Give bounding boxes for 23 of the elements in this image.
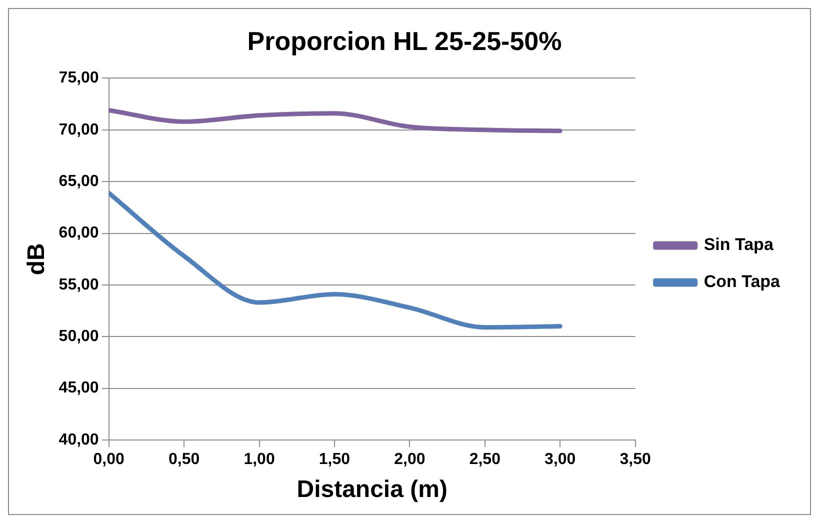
legend-label: Con Tapa — [704, 272, 781, 292]
line-series — [108, 190, 562, 330]
chart-title: Proporcion HL 25-25-50% — [247, 26, 562, 56]
x-tick-label: 3,00 — [544, 451, 576, 468]
y-tick-label: 55,00 — [58, 276, 99, 294]
y-tick-label: 45,00 — [58, 380, 99, 397]
x-axis-title: Distancia (m) — [296, 476, 448, 504]
x-tick-label: 0,00 — [93, 451, 125, 468]
y-tick-label: 75,00 — [58, 70, 99, 87]
x-tick-label: 3,50 — [620, 451, 651, 468]
x-tick-label: 1,50 — [318, 451, 350, 468]
y-axis-title: dB — [23, 243, 50, 276]
line-series — [108, 108, 562, 134]
y-tick-label: 65,00 — [58, 172, 99, 190]
legend-label: Sin Tapa — [704, 235, 774, 254]
x-tick-label: 1,00 — [244, 451, 275, 468]
x-tick-label: 2,50 — [469, 451, 501, 468]
x-tick-label: 0,50 — [168, 451, 200, 468]
y-tick-label: 50,00 — [58, 328, 99, 346]
y-tick-label: 40,00 — [58, 431, 99, 448]
y-tick-label: 70,00 — [58, 121, 99, 138]
x-tick-label: 2,00 — [394, 451, 426, 468]
y-tick-label: 60,00 — [58, 224, 99, 242]
